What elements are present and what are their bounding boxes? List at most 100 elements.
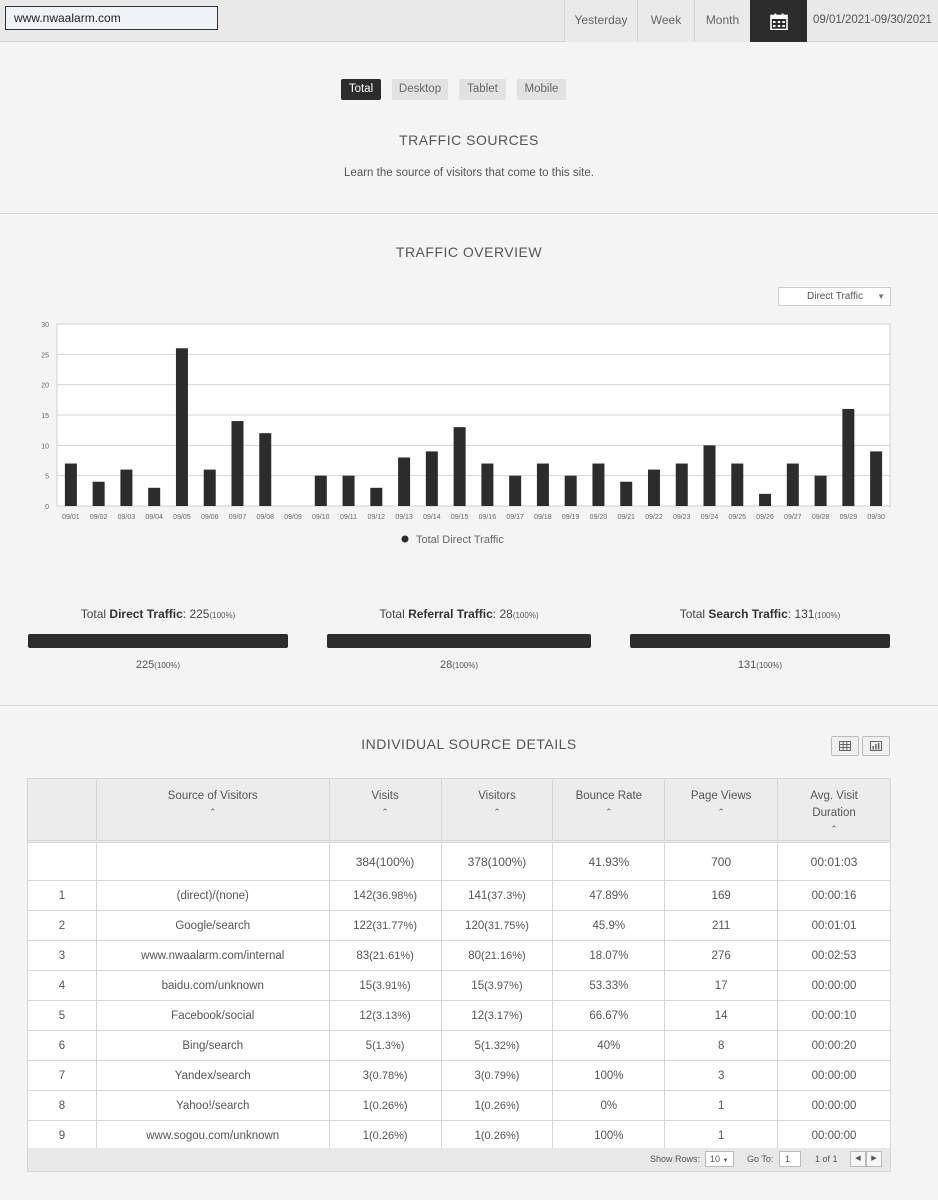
total-search-bar (630, 634, 890, 648)
bar-09-02 (92, 481, 105, 506)
tab-desktop[interactable]: Desktop (392, 79, 448, 100)
y-tick-label: 0 (45, 504, 49, 511)
source-name: Google/search (95, 910, 330, 941)
bar-09-13 (398, 457, 411, 506)
table-row[interactable]: 3 www.nwaalarm.com/internal 83(21.61%) 80(2… (27, 940, 891, 971)
bar-09-15 (453, 427, 466, 506)
bounce-rate-cell: 100% (552, 1120, 666, 1151)
total-direct-bar (28, 634, 288, 648)
calendar-button[interactable] (750, 0, 807, 42)
week-button[interactable]: Week (637, 0, 694, 42)
duration-column-header[interactable]: Avg. Visit Duration ⌃ (777, 778, 891, 841)
x-tick-label: 09/09 (284, 514, 302, 521)
source-details-table: Source of Visitors ⌃ Visits ⌃ Visitors ⌃ Bo… (27, 778, 891, 1151)
x-tick-label: 09/20 (590, 514, 608, 521)
bar-09-25 (731, 463, 744, 506)
goto-page-input[interactable]: 1 (779, 1151, 801, 1167)
table-row[interactable]: 6 Bing/search 5(1.3%) 5(1.32%) 40% 8 00:00:20 (27, 1030, 891, 1061)
traffic-type-select[interactable]: Direct Traffic ▼ (778, 287, 891, 306)
bar-09-27 (786, 463, 799, 506)
bar-09-08 (259, 433, 272, 506)
x-tick-label: 09/14 (423, 514, 441, 521)
duration-cell: 00:00:20 (777, 1030, 891, 1061)
next-page-button[interactable]: ▶ (866, 1151, 882, 1167)
duration-cell: 00:00:00 (777, 1090, 891, 1121)
visitors-column-header[interactable]: Visitors ⌃ (440, 778, 554, 841)
tab-tablet[interactable]: Tablet (459, 79, 506, 100)
duration-cell: 00:00:00 (777, 1060, 891, 1091)
sort-icon[interactable]: ⌃ (717, 807, 725, 817)
visitors-cell: 3(0.79%) (440, 1060, 554, 1091)
page-views-column-header[interactable]: Page Views ⌃ (664, 778, 779, 841)
source-name: Yandex/search (95, 1060, 330, 1091)
visits-column-header[interactable]: Visits ⌃ (328, 778, 442, 841)
yesterday-button[interactable]: Yesterday (564, 0, 637, 42)
bounce-rate-cell: 100% (552, 1060, 666, 1091)
x-tick-label: 09/27 (784, 514, 802, 521)
chevron-right-icon: ▶ (871, 1155, 877, 1162)
x-tick-label: 09/13 (395, 514, 413, 521)
total-referral-bar (327, 634, 591, 648)
sort-icon[interactable]: ⌃ (605, 807, 613, 817)
bar-09-30 (870, 451, 883, 506)
table-row[interactable]: 8 Yahoo!/search 1(0.26%) 1(0.26%) 0% 1 00:00:0… (27, 1090, 891, 1121)
row-number: 3 (27, 940, 97, 971)
visitors-cell: 1(0.26%) (440, 1120, 554, 1151)
traffic-sources-title: TRAFFIC SOURCES (399, 132, 539, 148)
table-row[interactable]: 1 (direct)/(none) 142(36.98%) 141(37.3%) 47.… (27, 880, 891, 911)
chevron-left-icon: ◀ (855, 1155, 861, 1162)
y-tick-label: 30 (41, 322, 49, 329)
bar-09-14 (425, 451, 438, 506)
chart-view-icon (870, 741, 882, 751)
month-button[interactable]: Month (694, 0, 750, 42)
sort-icon[interactable]: ⌃ (381, 807, 389, 817)
page-info: 1 of 1 (815, 1154, 838, 1164)
visits-cell: 122(31.77%) (328, 910, 442, 941)
bounce-rate-column-header[interactable]: Bounce Rate ⌃ (552, 778, 666, 841)
bar-09-12 (370, 487, 383, 506)
table-row[interactable]: 7 Yandex/search 3(0.78%) 3(0.79%) 100% 3 00:00… (27, 1060, 891, 1091)
legend-label: Total Direct Traffic (416, 534, 504, 546)
table-row[interactable]: 4 baidu.com/unknown 15(3.91%) 15(3.97%) 53.3… (27, 970, 891, 1001)
sort-icon[interactable]: ⌃ (208, 807, 217, 817)
x-tick-label: 09/28 (812, 514, 830, 521)
visitors-cell: 15(3.97%) (440, 970, 554, 1001)
total-direct-value: 225(100%) (135, 659, 181, 671)
bar-09-28 (814, 475, 827, 506)
duration-cell: 00:00:10 (777, 1000, 891, 1031)
tab-mobile[interactable]: Mobile (517, 79, 566, 100)
visits-cell: 12(3.13%) (328, 1000, 442, 1031)
page-views-cell: 8 (664, 1030, 779, 1061)
bounce-rate-cell: 53.33% (552, 970, 666, 1001)
table-view-button[interactable] (831, 736, 859, 756)
table-row[interactable]: 9 www.sogou.com/unknown 1(0.26%) 1(0.26%) 10… (27, 1120, 891, 1151)
table-row[interactable]: 2 Google/search 122(31.77%) 120(31.75%) 45.9… (27, 910, 891, 941)
total-search-label: Total Search Traffic: 131(100%) (679, 607, 841, 621)
bar-09-04 (148, 487, 161, 506)
source-column-header[interactable]: Source of Visitors ⌃ (95, 778, 330, 841)
chart-view-button[interactable] (862, 736, 890, 756)
prev-page-button[interactable]: ◀ (850, 1151, 866, 1167)
row-number: 8 (27, 1090, 97, 1121)
duration-cell: 00:01:01 (777, 910, 891, 941)
sort-icon[interactable]: ⌃ (493, 807, 501, 817)
x-tick-label: 09/07 (229, 514, 247, 521)
site-url-input[interactable] (5, 6, 218, 30)
table-row[interactable]: 5 Facebook/social 12(3.13%) 12(3.17%) 66.67%… (27, 1000, 891, 1031)
bar-09-03 (120, 469, 133, 506)
visitors-cell: 120(31.75%) (440, 910, 554, 941)
traffic-bar-chart: 0 5 10 15 20 25 30 09/01 09/02 09/03 09/04 09/05 09/… (41, 322, 891, 546)
y-tick-label: 10 (41, 443, 49, 450)
traffic-overview-title: TRAFFIC OVERVIEW (395, 244, 543, 260)
tab-total[interactable]: Total (341, 79, 381, 100)
bar-09-10 (314, 475, 327, 506)
legend-marker (401, 535, 409, 543)
x-tick-label: 09/24 (701, 514, 719, 521)
sort-icon[interactable]: ⌃ (830, 824, 838, 834)
date-range[interactable]: 09/01/2021-09/30/2021 (813, 14, 932, 26)
x-tick-label: 09/04 (145, 514, 163, 521)
duration-cell: 00:00:00 (777, 970, 891, 1001)
show-rows-select[interactable]: 10 ▼ (705, 1151, 734, 1167)
y-tick-label: 5 (45, 474, 49, 481)
y-tick-label: 20 (41, 383, 49, 390)
